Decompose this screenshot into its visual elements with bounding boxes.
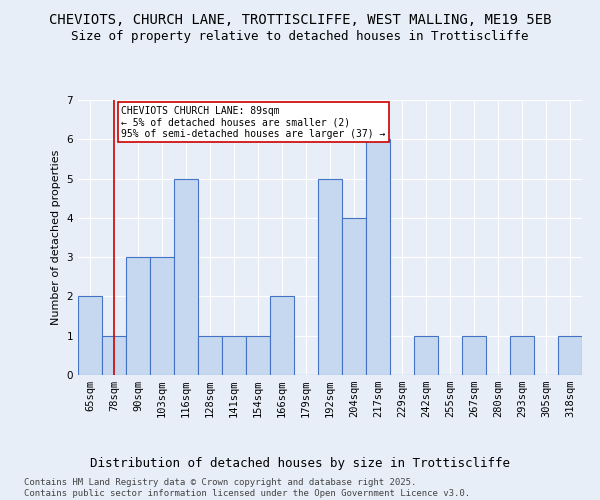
- Bar: [318, 178, 342, 375]
- Bar: [102, 336, 126, 375]
- Bar: [510, 336, 534, 375]
- Bar: [342, 218, 366, 375]
- Bar: [414, 336, 438, 375]
- Bar: [174, 178, 198, 375]
- Bar: [366, 140, 390, 375]
- Bar: [150, 257, 174, 375]
- Text: Distribution of detached houses by size in Trottiscliffe: Distribution of detached houses by size …: [90, 458, 510, 470]
- Y-axis label: Number of detached properties: Number of detached properties: [51, 150, 61, 325]
- Text: CHEVIOTS CHURCH LANE: 89sqm
← 5% of detached houses are smaller (2)
95% of semi-: CHEVIOTS CHURCH LANE: 89sqm ← 5% of deta…: [121, 106, 386, 139]
- Bar: [198, 336, 222, 375]
- Text: Size of property relative to detached houses in Trottiscliffe: Size of property relative to detached ho…: [71, 30, 529, 43]
- Text: Contains HM Land Registry data © Crown copyright and database right 2025.
Contai: Contains HM Land Registry data © Crown c…: [24, 478, 470, 498]
- Text: CHEVIOTS, CHURCH LANE, TROTTISCLIFFE, WEST MALLING, ME19 5EB: CHEVIOTS, CHURCH LANE, TROTTISCLIFFE, WE…: [49, 12, 551, 26]
- Bar: [78, 296, 102, 375]
- Bar: [462, 336, 486, 375]
- Bar: [126, 257, 150, 375]
- Bar: [222, 336, 246, 375]
- Bar: [246, 336, 270, 375]
- Bar: [270, 296, 294, 375]
- Bar: [558, 336, 582, 375]
